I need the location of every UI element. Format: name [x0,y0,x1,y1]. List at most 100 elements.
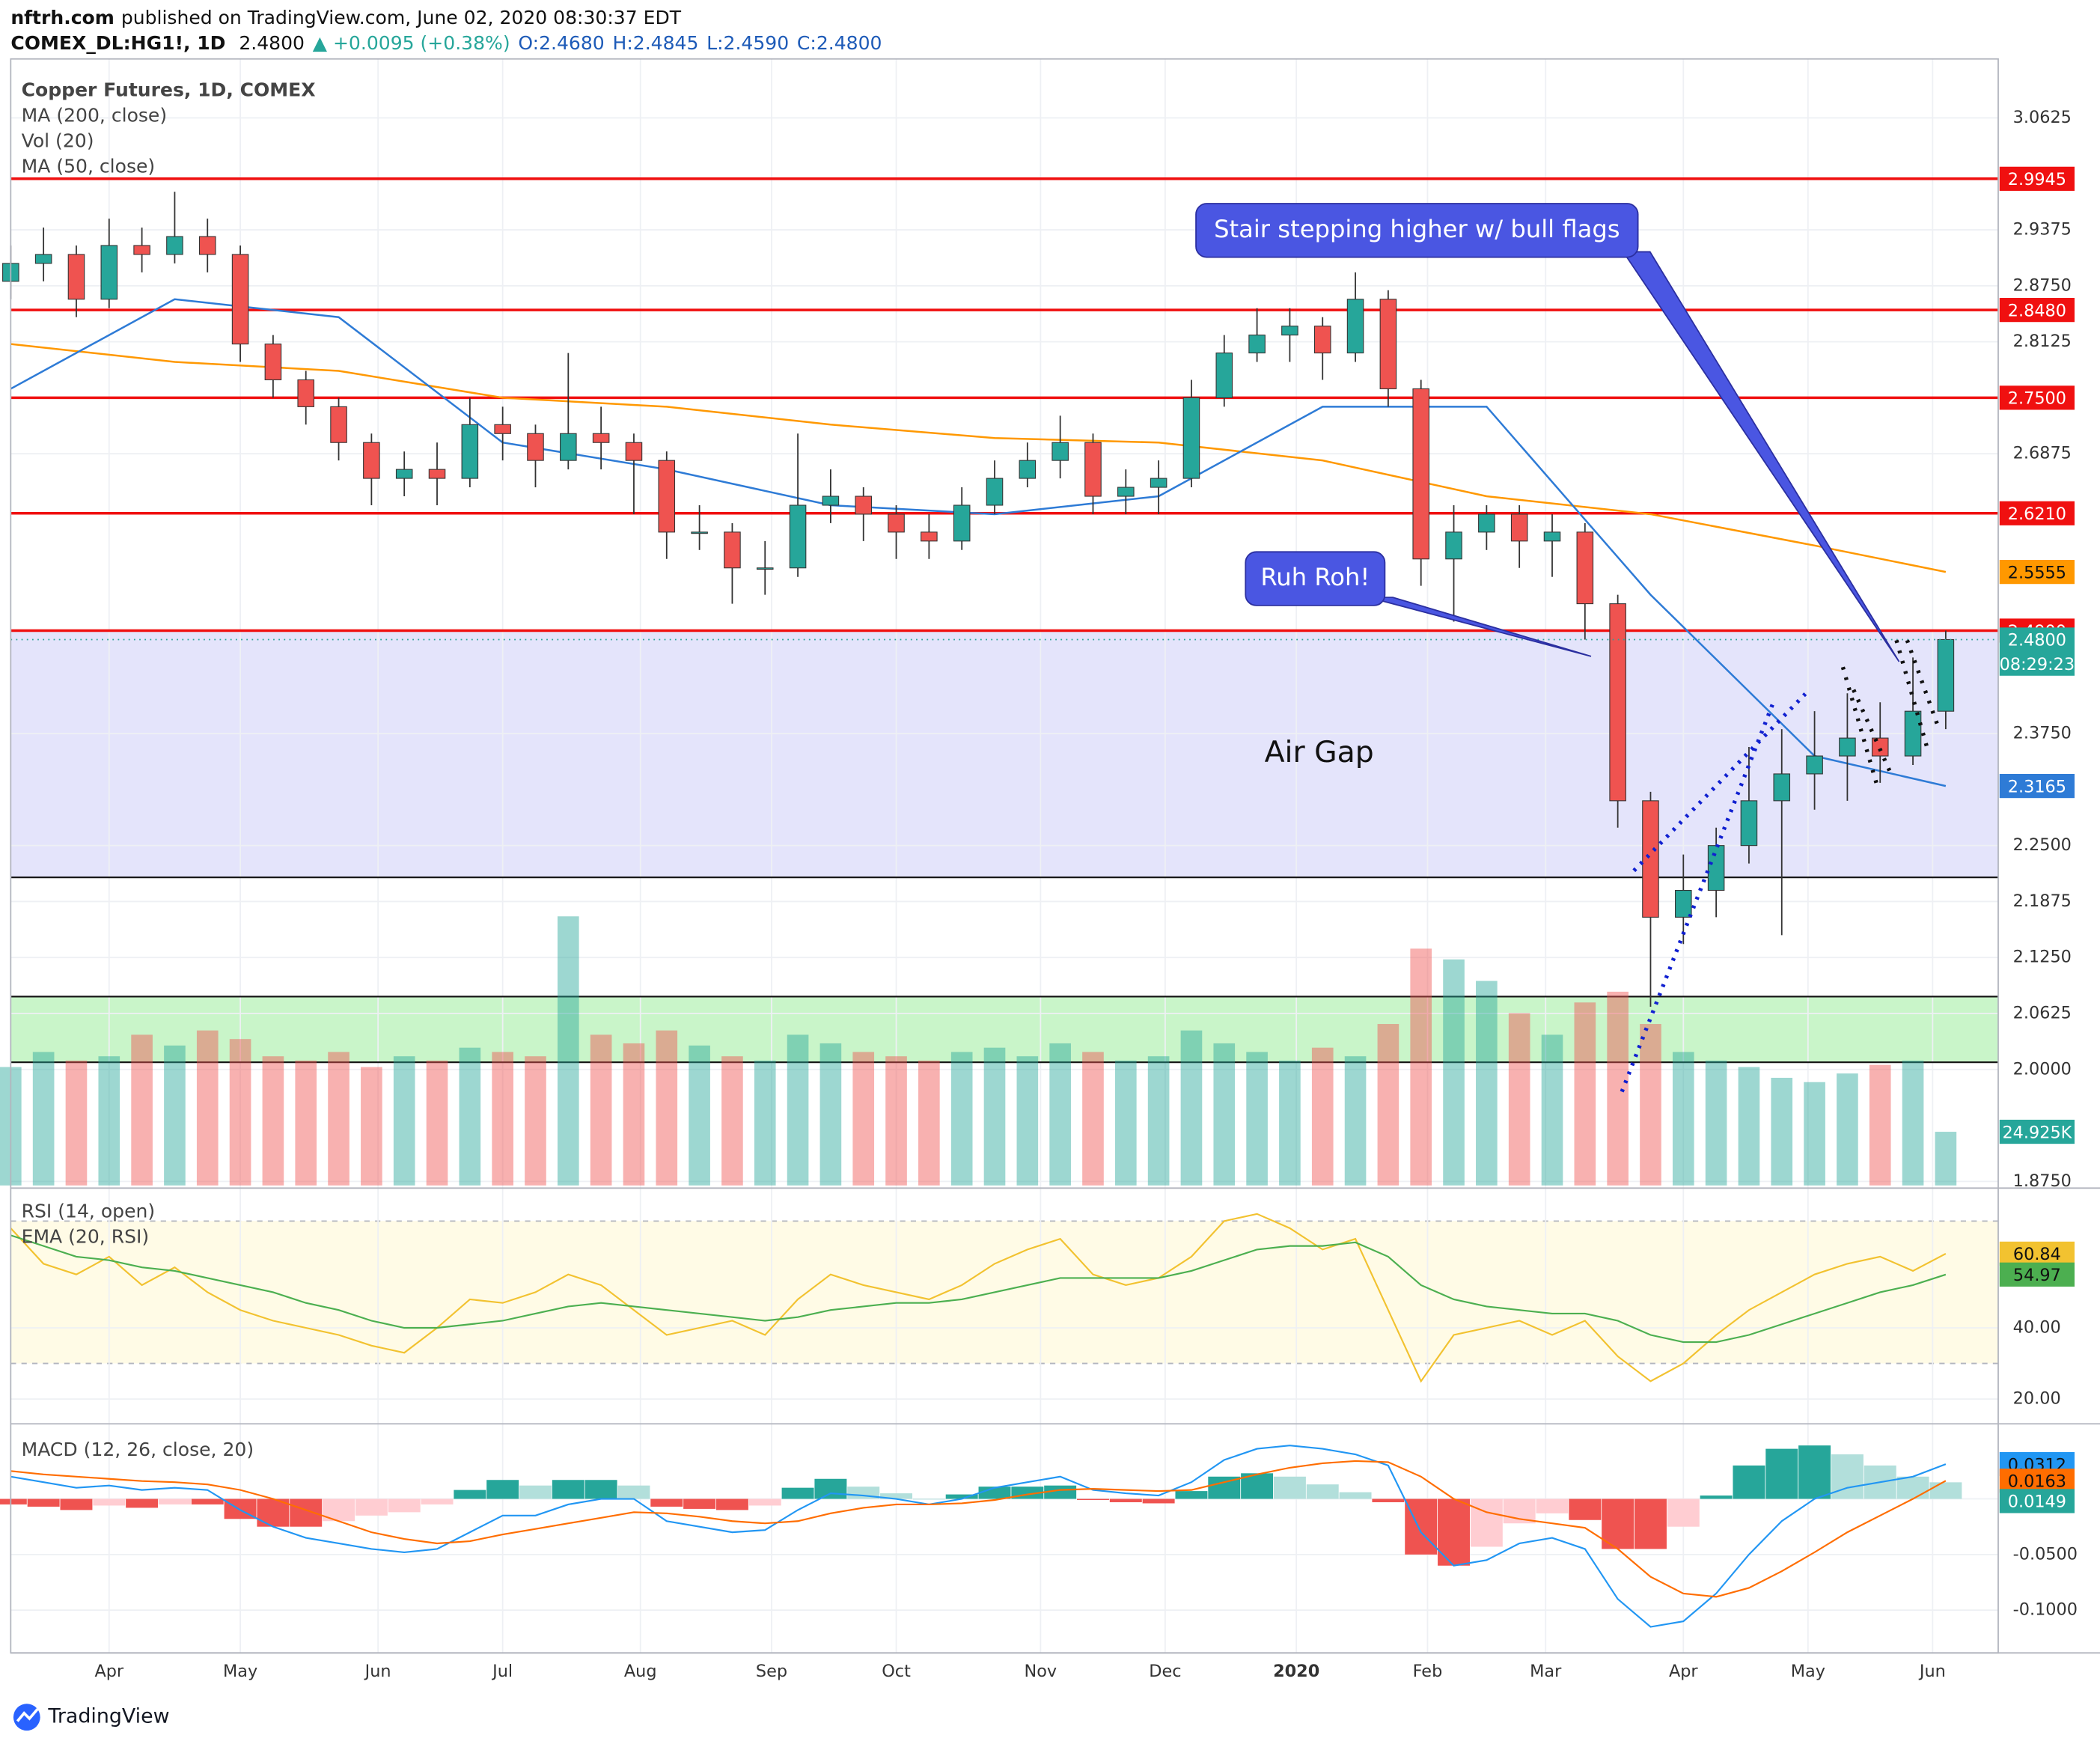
y-tick-label: 3.0625 [2013,108,2072,127]
frame [10,58,2100,1654]
candle-body [1806,755,1823,775]
histogram-bar [126,1498,159,1508]
indicator-line [10,1213,1947,1383]
histogram-bar [912,1498,945,1500]
candle-body [100,245,118,300]
volume-bar [721,1056,743,1186]
candle-body [1707,845,1725,891]
histogram-bar [1142,1498,1175,1504]
candle-body [1150,478,1167,488]
x-tick-label: Nov [1025,1662,1057,1681]
callout: Stair stepping higher w/ bull flags [1195,203,1900,662]
candle-body [855,496,872,515]
histogram-bar [0,1498,27,1504]
histogram-bar [60,1498,93,1510]
histogram-bar [1175,1491,1208,1499]
candle-body [1084,442,1102,497]
histogram-bar [748,1498,781,1506]
candle-body [1543,531,1561,542]
x-tick-label: Dec [1149,1662,1181,1681]
volume-last-label: 24.925K [2002,1123,2072,1142]
y-tick-label: 2.0000 [2013,1059,2072,1079]
volume-bar [1410,948,1432,1186]
histogram-bar [1109,1498,1142,1502]
histogram-bar [158,1498,191,1504]
candle-body [1182,397,1200,479]
histogram-bar [1339,1492,1372,1499]
level-label-box [1999,385,2075,410]
histogram-bar [650,1498,683,1507]
volume-bar [1607,991,1629,1186]
volume-bar [1476,981,1498,1186]
volume-bar [1672,1052,1694,1186]
histogram-bar [715,1498,748,1510]
symbol: COMEX_DL:HG1!, 1D [10,32,225,54]
histogram-bar [584,1480,617,1499]
volume-bar [918,1060,940,1186]
candle-body [231,254,249,345]
candle-body [1576,531,1594,605]
volume-bar [295,1060,317,1186]
ma-last-label-box [1999,773,2075,799]
candle-body [789,504,807,569]
volume-bar [426,1060,448,1186]
histogram-bar [1470,1498,1503,1547]
candle-body [297,379,314,407]
histogram-bar [1634,1498,1667,1549]
histogram-bar [1044,1485,1077,1499]
plot-layer: Air Gap [0,177,1998,1628]
histogram-bar [880,1493,913,1499]
x-tick-label: Apr [1669,1662,1698,1681]
candle-body [198,236,216,255]
volume-bar [1279,1060,1301,1186]
legend-entry: RSI (14, open) [22,1201,156,1222]
candle-body [1839,737,1856,757]
candle-body [264,344,282,381]
y-tick-label: -0.0500 [2013,1544,2078,1564]
axis-labels: Apr May Jun Jul Aug Sep Oct Nov Dec 2020 Feb Mar Apr… [94,108,2078,1681]
candle-body [34,254,52,264]
candle-body [658,460,676,533]
candle-body [1675,889,1692,918]
volume-bar [1705,1060,1727,1186]
volume-bar [1180,1030,1203,1186]
y-tick-label: 20.00 [2013,1389,2061,1409]
legend-entry: Copper Futures, 1D, COMEX [22,79,316,101]
histogram-bar [191,1498,224,1504]
callout-box [1195,203,1639,258]
volume-bar [623,1043,645,1186]
indicator-line [10,1234,1947,1344]
volume-bar [328,1052,350,1186]
volume-bar [361,1067,382,1186]
candle-body [527,433,544,461]
histogram-bar [552,1480,584,1499]
volume-bar [492,1052,513,1186]
histogram-bar [617,1485,650,1499]
x-tick-label: 2020 [1273,1662,1319,1681]
volume-bar [852,1052,875,1186]
callout-box [1245,551,1386,606]
volume-bar [787,1034,809,1186]
volume-bar [1016,1056,1039,1186]
histogram-bar [519,1485,552,1499]
level-label: 2.9945 [2008,170,2066,189]
callout-text: Ruh Roh! [1260,563,1370,591]
zone [10,996,1998,1063]
candle-body [724,531,741,569]
change: ▲ +0.0095 (+0.38%) [313,32,510,54]
level-label: 2.7500 [2008,389,2066,409]
level-label-box [1999,298,2075,323]
y-tick-label: 2.3750 [2013,724,2072,743]
ma-last-label: 2.5555 [2008,563,2066,582]
callout-text: Stair stepping higher w/ bull flags [1214,215,1620,243]
dotted-flag [1852,689,1893,775]
histogram-bar [1077,1498,1109,1501]
candle-body [133,245,150,255]
histogram-bar [1536,1498,1569,1513]
candle-body [166,236,183,255]
candle-body [461,424,479,479]
x-tick-label: Jun [364,1662,391,1681]
candle-body [1642,800,1659,918]
histogram-bar [945,1494,978,1499]
